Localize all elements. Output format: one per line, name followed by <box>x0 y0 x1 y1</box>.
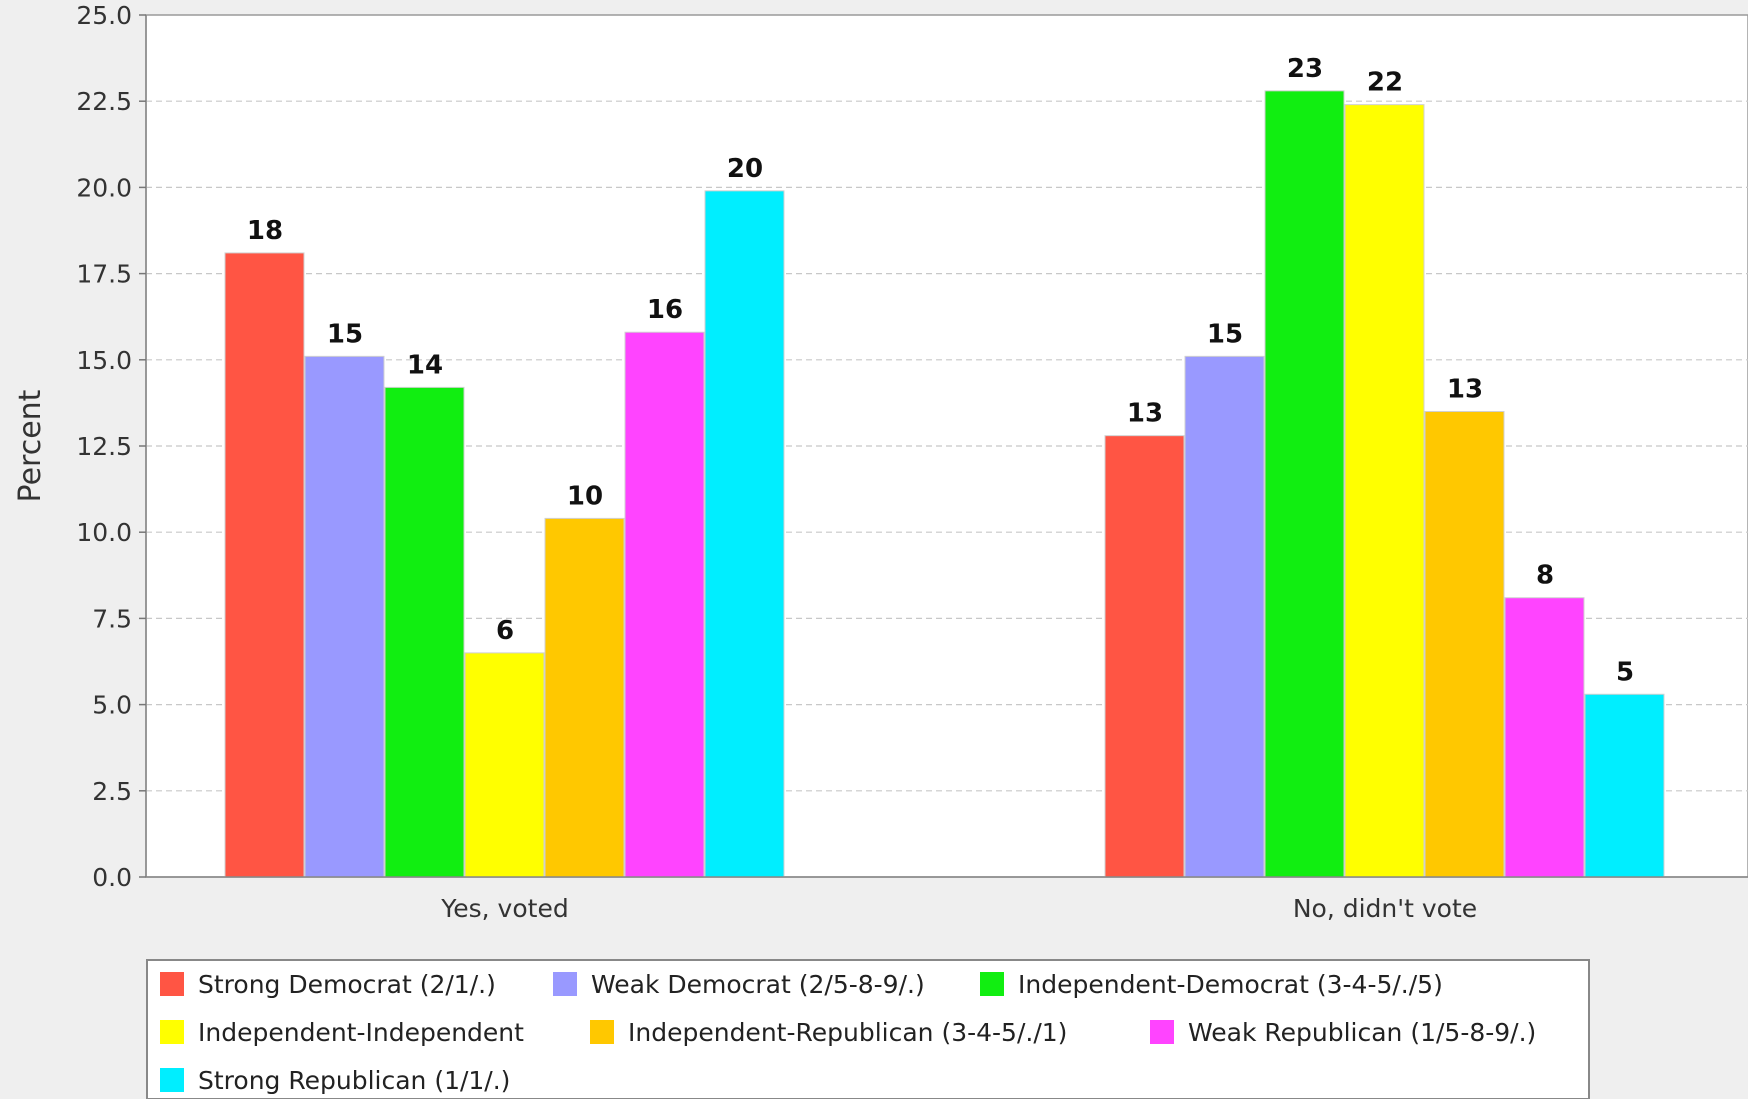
legend-label: Weak Republican (1/5-8-9/.) <box>1188 1018 1536 1047</box>
x-category-labels: Yes, voted No, didn't vote <box>440 894 1477 923</box>
bar <box>1104 435 1185 878</box>
data-label: 10 <box>567 481 603 511</box>
y-tick-label: 2.5 <box>92 777 132 806</box>
bar <box>1424 411 1505 878</box>
y-tick-label: 0.0 <box>92 863 132 892</box>
bar <box>704 190 785 878</box>
y-tick-label: 20.0 <box>76 173 132 202</box>
x-category-label: Yes, voted <box>440 894 568 923</box>
bar <box>544 517 625 878</box>
data-label: 22 <box>1367 68 1403 98</box>
legend-swatch <box>590 1020 614 1044</box>
legend-swatch <box>160 1068 184 1092</box>
y-tick-label: 22.5 <box>76 87 132 116</box>
legend-swatch <box>160 1020 184 1044</box>
data-label: 13 <box>1127 399 1163 429</box>
bar <box>1584 693 1665 878</box>
bar <box>384 386 465 878</box>
legend-label: Independent-Republican (3-4-5/./1) <box>628 1018 1067 1047</box>
bar <box>1504 597 1585 878</box>
data-label: 13 <box>1447 375 1483 405</box>
data-label: 6 <box>496 616 514 646</box>
data-label: 18 <box>247 216 283 246</box>
data-label: 20 <box>727 154 763 184</box>
bar <box>304 355 385 878</box>
legend-label: Strong Republican (1/1/.) <box>198 1066 510 1095</box>
bars <box>224 90 1665 878</box>
data-label: 15 <box>1207 319 1243 349</box>
data-labels: 18 15 14 6 10 16 20 13 15 23 22 13 8 5 <box>247 54 1634 687</box>
legend-swatch <box>980 972 1004 996</box>
legend-items: Strong Democrat (2/1/.) Weak Democrat (2/… <box>160 970 1536 1095</box>
y-tick-label: 25.0 <box>76 1 132 30</box>
legend: Strong Democrat (2/1/.) Weak Democrat (2/… <box>146 959 1590 1099</box>
bar <box>1344 104 1425 878</box>
legend-label: Weak Democrat (2/5-8-9/.) <box>591 970 925 999</box>
y-axis-title: Percent <box>13 389 48 502</box>
x-category-label: No, didn't vote <box>1293 894 1477 923</box>
bar <box>1184 355 1265 878</box>
y-tick-label: 7.5 <box>92 604 132 633</box>
y-tick-label: 15.0 <box>76 346 132 375</box>
bar <box>224 252 305 878</box>
y-tick-label: 10.0 <box>76 518 132 547</box>
data-label: 16 <box>647 295 683 325</box>
data-label: 14 <box>407 350 443 380</box>
legend-swatch <box>1150 1020 1174 1044</box>
data-label: 15 <box>327 319 363 349</box>
legend-label: Independent-Democrat (3-4-5/./5) <box>1018 970 1443 999</box>
data-label: 23 <box>1287 54 1323 84</box>
y-tick-label: 12.5 <box>76 432 132 461</box>
legend-swatch <box>160 972 184 996</box>
bar <box>624 331 705 878</box>
data-label: 8 <box>1536 561 1554 591</box>
y-tick-labels: 0.0 2.5 5.0 7.5 10.0 12.5 15.0 17.5 20.0 22.5 25.0 <box>76 1 146 892</box>
legend-swatch <box>553 972 577 996</box>
legend-label: Strong Democrat (2/1/.) <box>198 970 496 999</box>
y-tick-label: 17.5 <box>76 260 132 289</box>
legend-label: Independent-Independent <box>198 1018 524 1047</box>
data-label: 5 <box>1616 657 1634 687</box>
y-tick-label: 5.0 <box>92 691 132 720</box>
bar <box>1264 90 1345 878</box>
bar <box>464 652 545 878</box>
legend-box <box>146 959 1590 1099</box>
